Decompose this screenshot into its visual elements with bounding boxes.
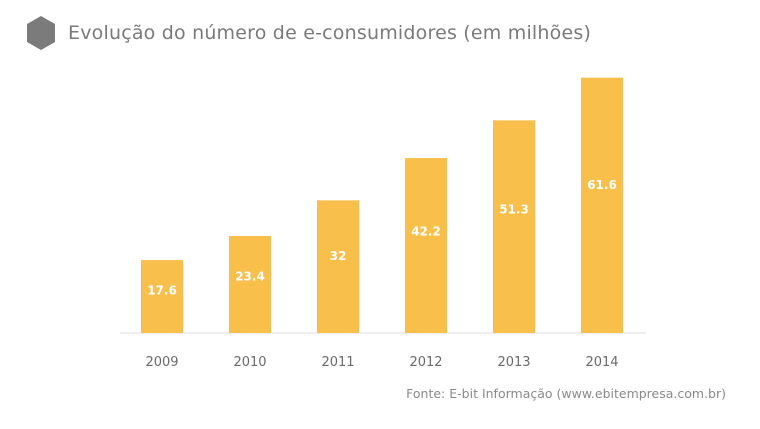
bar-value-label: 32 <box>330 249 347 263</box>
bar-2014 <box>581 77 623 333</box>
bar-value-label: 17.6 <box>147 284 177 298</box>
chart-header: Evolução do número de e-consumidores (em… <box>26 16 591 50</box>
x-tick-label: 2011 <box>321 355 354 370</box>
x-tick-label: 2014 <box>585 355 618 370</box>
bar-value-label: 51.3 <box>499 203 529 217</box>
bar-2010 <box>229 236 271 333</box>
bar-value-label: 42.2 <box>411 225 441 239</box>
chart-title: Evolução do número de e-consumidores (em… <box>68 22 592 44</box>
bar-2009 <box>141 260 183 333</box>
bar-2011 <box>317 200 359 333</box>
x-tick-label: 2009 <box>145 355 178 370</box>
x-tick-label: 2012 <box>409 355 442 370</box>
hexagon-icon <box>27 16 55 50</box>
bar-2012 <box>405 158 447 333</box>
bar-2013 <box>493 120 535 333</box>
bar-value-label: 23.4 <box>235 270 265 284</box>
source-note: Fonte: E-bit Informação (www.ebitempresa… <box>406 386 726 401</box>
bar-value-label: 61.6 <box>587 178 617 192</box>
x-tick-label: 2013 <box>497 355 530 370</box>
x-tick-label: 2010 <box>233 355 266 370</box>
